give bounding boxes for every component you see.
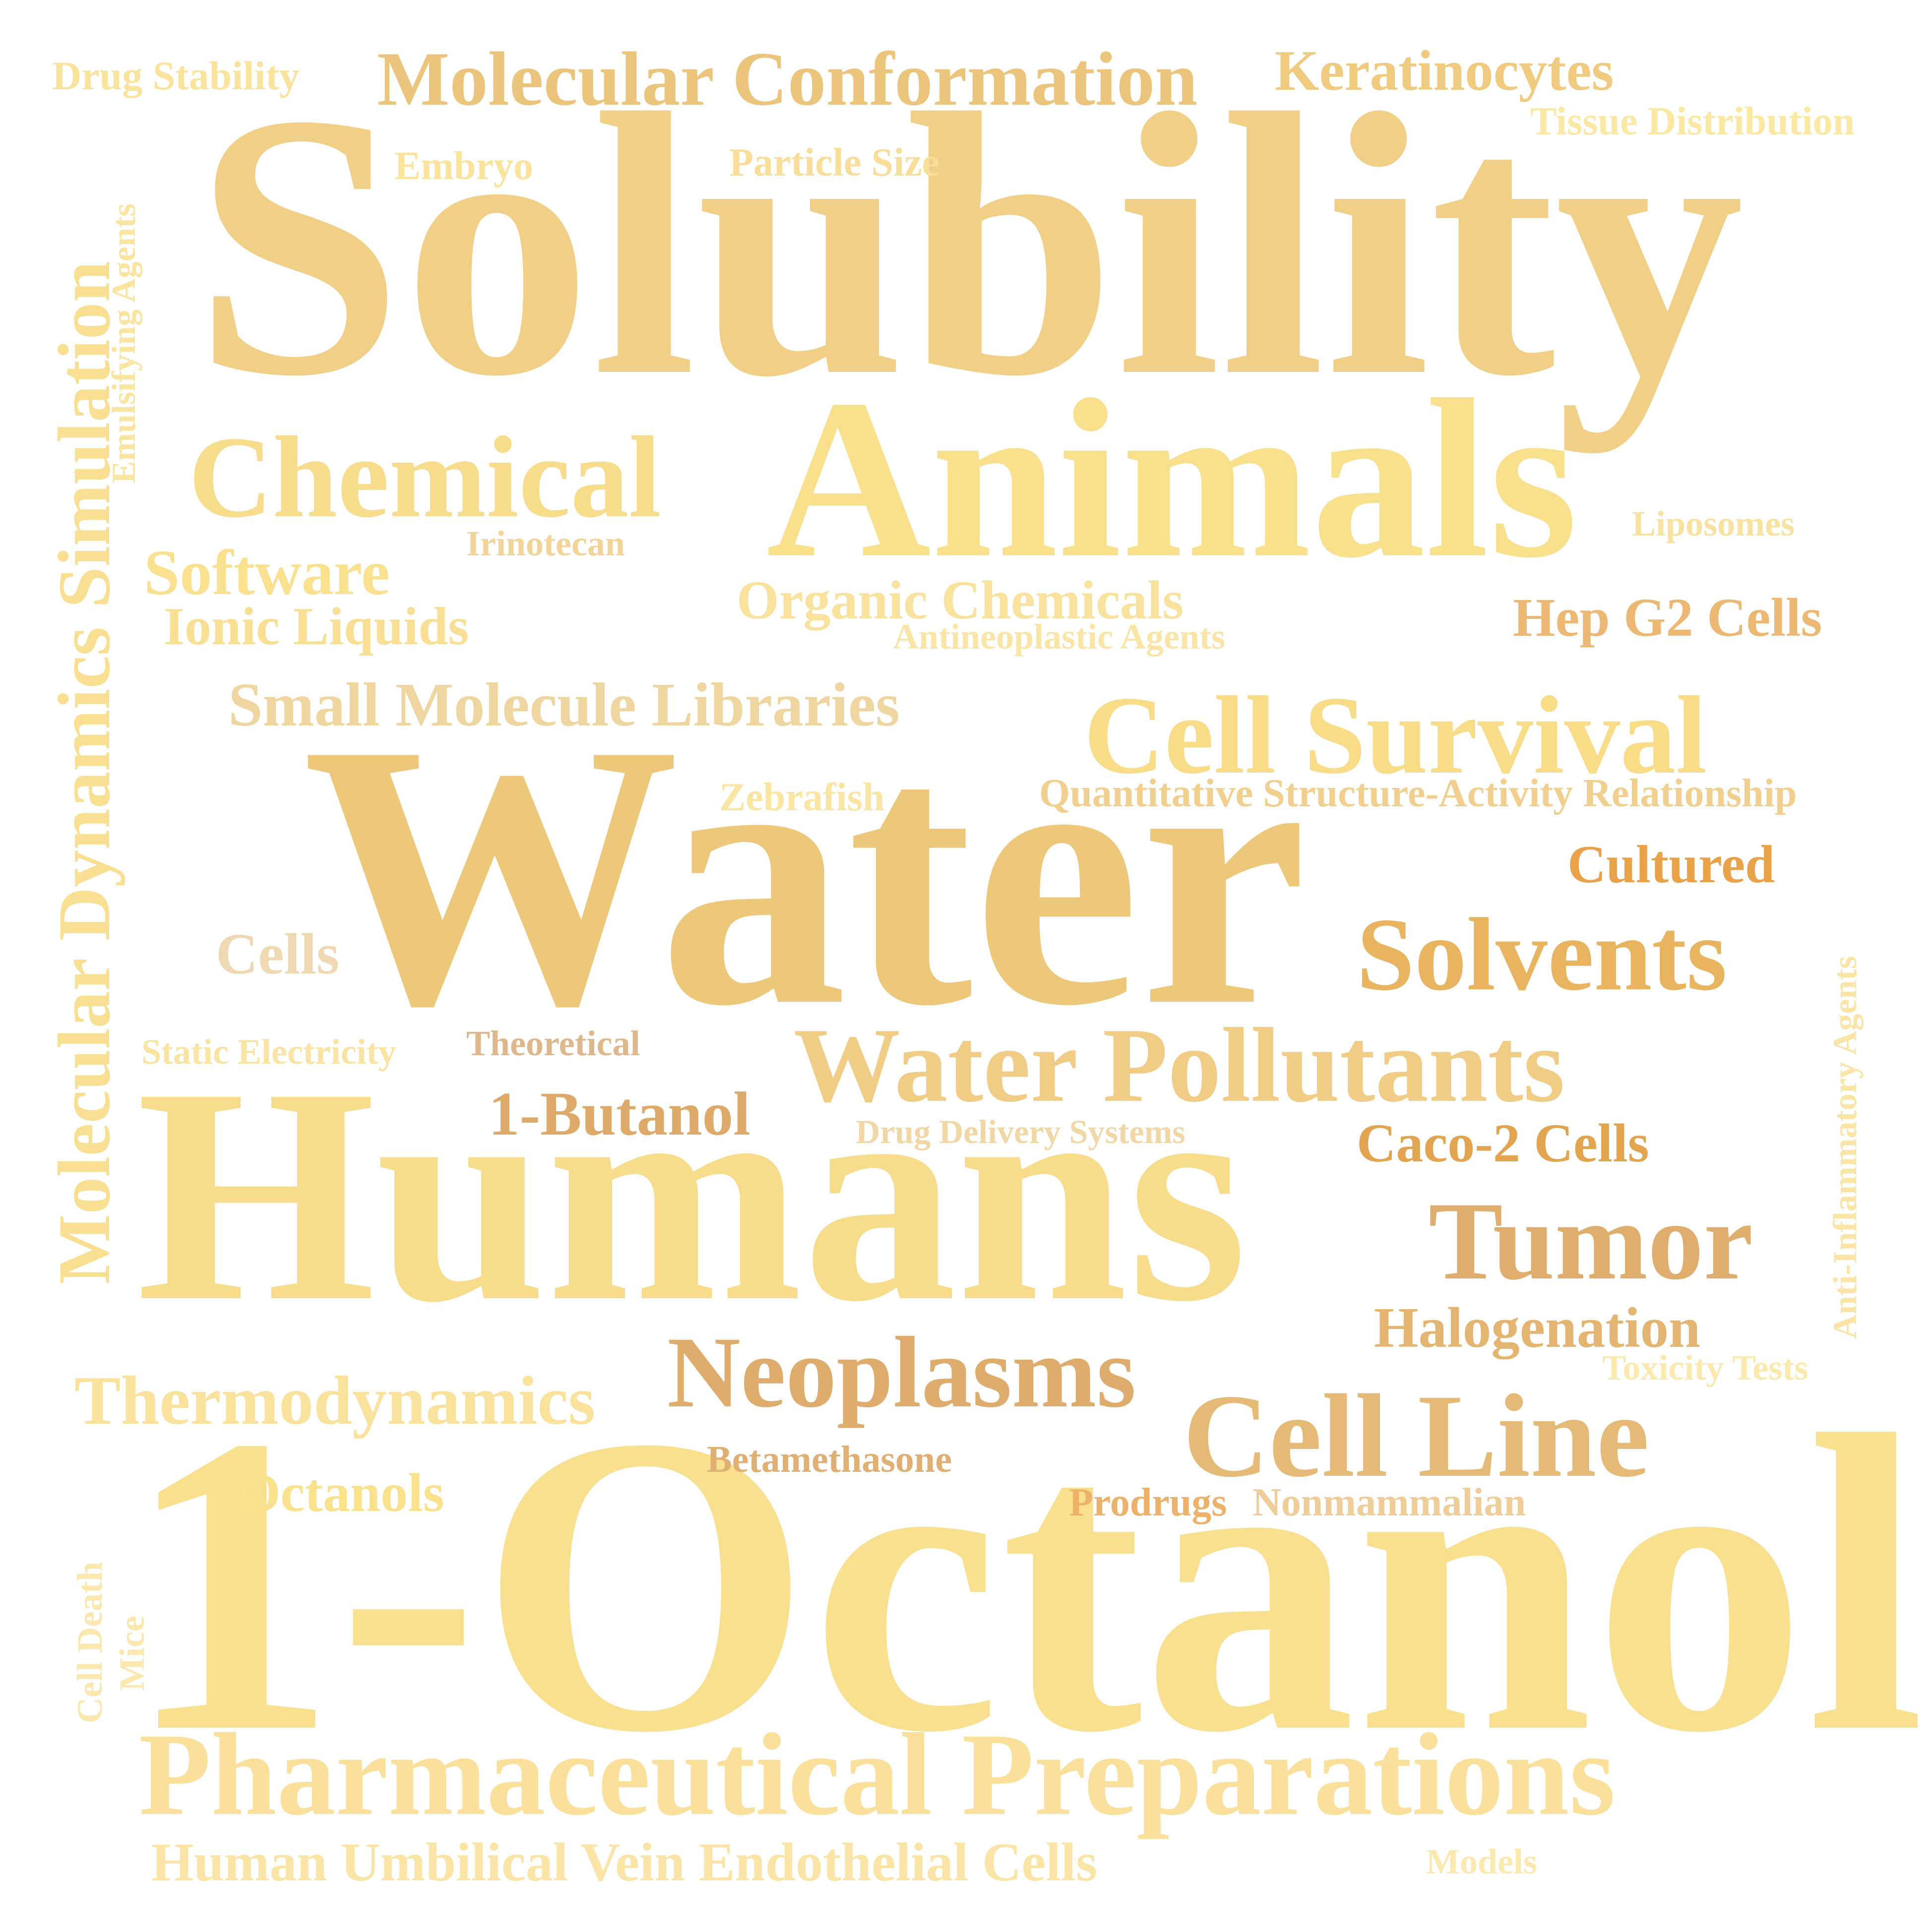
word-humans: Humans <box>136 1025 1247 1365</box>
word-tumor: Tumor <box>1429 1179 1753 1303</box>
word-liposomes: Liposomes <box>1632 504 1795 543</box>
word-zebrafish: Zebrafish <box>719 776 885 819</box>
word-models: Models <box>1426 1842 1537 1881</box>
word-cell-survival: Cell Survival <box>1084 673 1707 797</box>
word-molecular-conformation: Molecular Conformation <box>377 36 1198 121</box>
word-1-octanol: 1-Octanol <box>124 1348 1925 1820</box>
word-toxicity-tests: Toxicity Tests <box>1602 1348 1808 1388</box>
word-molecular-dynamics-simulation: Molecular Dynamics Simulation <box>43 261 125 1284</box>
word-antineoplastic-agents: Antineoplastic Agents <box>893 617 1226 657</box>
word-cells: Cells <box>216 921 340 986</box>
word-octanols: Octanols <box>238 1462 444 1523</box>
word-software: Software <box>144 537 390 608</box>
word-embryo: Embryo <box>394 144 533 188</box>
word-static-electricity: Static Electricity <box>141 1032 396 1072</box>
word-irinotecan: Irinotecan <box>466 524 625 563</box>
word-prodrugs: Prodrugs <box>1069 1481 1227 1524</box>
word-caco-2-cells: Caco-2 Cells <box>1357 1113 1649 1173</box>
word-water-pollutants: Water Pollutants <box>794 1006 1565 1124</box>
word-ionic-liquids: Ionic Liquids <box>164 597 469 656</box>
word-pharmaceutical-preparations: Pharmaceutical Preparations <box>139 1709 1616 1840</box>
word-tissue-distribution: Tissue Distribution <box>1530 100 1855 143</box>
word-chemical: Chemical <box>188 413 661 542</box>
word-qsar: Quantitative Structure-Activity Relation… <box>1039 772 1797 815</box>
word-huvec: Human Umbilical Vein Endothelial Cells <box>151 1832 1098 1892</box>
word-drug-stability: Drug Stability <box>52 53 300 98</box>
word-particle-size: Particle Size <box>729 141 940 184</box>
word-cultured: Cultured <box>1567 835 1775 894</box>
word-mice: Mice <box>112 1616 152 1691</box>
word-cell-line: Cell Line <box>1183 1370 1649 1502</box>
word-drug-delivery-systems: Drug Delivery Systems <box>856 1113 1185 1150</box>
word-theoretical: Theoretical <box>466 1024 640 1063</box>
word-animals: Animals <box>766 352 1578 605</box>
word-organic-chemicals: Organic Chemicals <box>737 570 1184 630</box>
word-betamethasone: Betamethasone <box>707 1439 952 1480</box>
word-thermodynamics: Thermodynamics <box>74 1362 595 1439</box>
word-neoplasms: Neoplasms <box>667 1316 1136 1429</box>
word-anti-inflammatory-agents: Anti-Inflammatory Agents <box>1826 956 1864 1339</box>
word-hep-g2-cells: Hep G2 Cells <box>1513 587 1822 648</box>
word-halogenation: Halogenation <box>1374 1296 1701 1359</box>
word-1-butanol: 1-Butanol <box>489 1080 750 1148</box>
word-keratinocytes: Keratinocytes <box>1275 39 1614 102</box>
word-small-molecule-libraries: Small Molecule Libraries <box>228 671 900 739</box>
word-solubility: Solubility <box>193 37 1744 454</box>
word-cell-death: Cell Death <box>70 1562 110 1723</box>
word-water: Water <box>303 666 1308 1084</box>
word-solvents: Solvents <box>1357 897 1727 1012</box>
word-nonmammalian: Nonmammalian <box>1252 1481 1526 1524</box>
